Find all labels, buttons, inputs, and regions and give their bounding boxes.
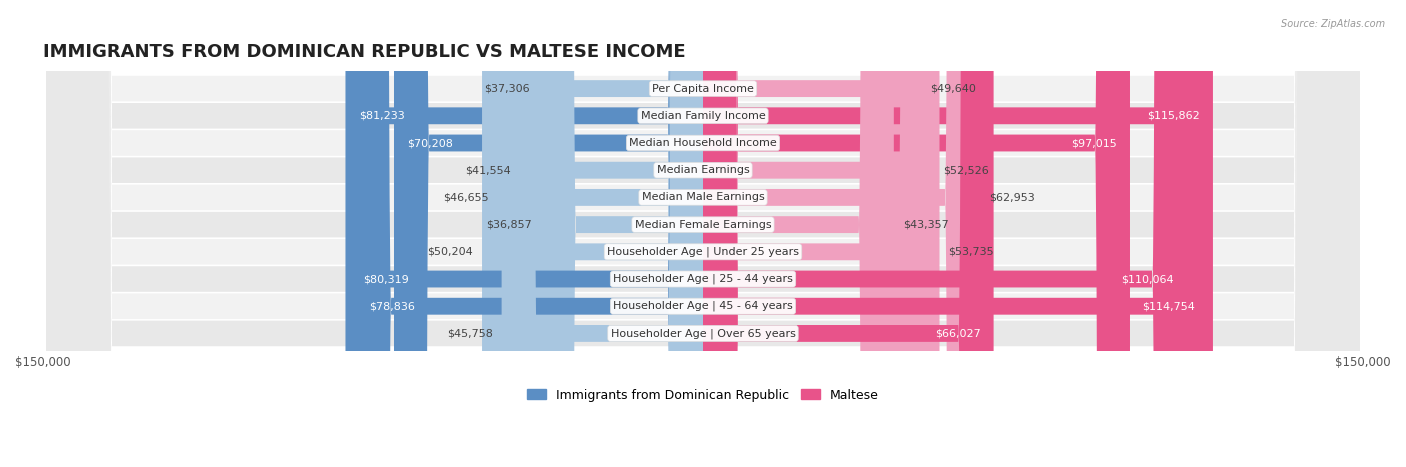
FancyBboxPatch shape: [538, 0, 703, 467]
Text: Householder Age | 45 - 64 years: Householder Age | 45 - 64 years: [613, 301, 793, 311]
FancyBboxPatch shape: [541, 0, 703, 467]
Text: $41,554: $41,554: [465, 165, 512, 175]
Text: Per Capita Income: Per Capita Income: [652, 84, 754, 93]
Text: $81,233: $81,233: [359, 111, 405, 121]
FancyBboxPatch shape: [46, 0, 1360, 467]
FancyBboxPatch shape: [703, 0, 939, 467]
FancyBboxPatch shape: [46, 0, 1360, 467]
FancyBboxPatch shape: [46, 0, 1360, 467]
Text: Householder Age | 25 - 44 years: Householder Age | 25 - 44 years: [613, 274, 793, 284]
Text: $78,836: $78,836: [370, 301, 415, 311]
Text: $80,319: $80,319: [363, 274, 409, 284]
FancyBboxPatch shape: [346, 0, 703, 467]
FancyBboxPatch shape: [356, 0, 703, 467]
FancyBboxPatch shape: [46, 0, 1360, 467]
Text: $53,735: $53,735: [948, 247, 994, 257]
Text: $45,758: $45,758: [447, 328, 494, 339]
Text: IMMIGRANTS FROM DOMINICAN REPUBLIC VS MALTESE INCOME: IMMIGRANTS FROM DOMINICAN REPUBLIC VS MA…: [42, 43, 686, 61]
Text: Median Household Income: Median Household Income: [628, 138, 778, 148]
FancyBboxPatch shape: [703, 0, 994, 467]
FancyBboxPatch shape: [703, 0, 921, 467]
Text: $62,953: $62,953: [988, 192, 1035, 202]
Text: Median Male Earnings: Median Male Earnings: [641, 192, 765, 202]
Text: $52,526: $52,526: [943, 165, 988, 175]
Text: $43,357: $43,357: [903, 219, 949, 230]
Text: Median Earnings: Median Earnings: [657, 165, 749, 175]
FancyBboxPatch shape: [703, 0, 1188, 467]
Text: $49,640: $49,640: [931, 84, 976, 93]
FancyBboxPatch shape: [703, 0, 1130, 467]
FancyBboxPatch shape: [520, 0, 703, 467]
Text: $114,754: $114,754: [1142, 301, 1195, 311]
FancyBboxPatch shape: [703, 0, 934, 467]
FancyBboxPatch shape: [46, 0, 1360, 467]
FancyBboxPatch shape: [502, 0, 703, 467]
Text: $97,015: $97,015: [1071, 138, 1116, 148]
Text: $37,306: $37,306: [485, 84, 530, 93]
Legend: Immigrants from Dominican Republic, Maltese: Immigrants from Dominican Republic, Malt…: [522, 383, 884, 406]
Text: $66,027: $66,027: [935, 328, 980, 339]
Text: Householder Age | Over 65 years: Householder Age | Over 65 years: [610, 328, 796, 339]
FancyBboxPatch shape: [703, 0, 894, 467]
Text: Median Female Earnings: Median Female Earnings: [634, 219, 772, 230]
FancyBboxPatch shape: [46, 0, 1360, 467]
FancyBboxPatch shape: [498, 0, 703, 467]
FancyBboxPatch shape: [703, 0, 1208, 467]
Text: $110,064: $110,064: [1122, 274, 1174, 284]
Text: $70,208: $70,208: [408, 138, 453, 148]
FancyBboxPatch shape: [394, 0, 703, 467]
Text: $50,204: $50,204: [427, 247, 474, 257]
FancyBboxPatch shape: [703, 0, 980, 467]
Text: $36,857: $36,857: [486, 219, 531, 230]
Text: Householder Age | Under 25 years: Householder Age | Under 25 years: [607, 247, 799, 257]
FancyBboxPatch shape: [703, 0, 1213, 467]
Text: Source: ZipAtlas.com: Source: ZipAtlas.com: [1281, 19, 1385, 28]
Text: Median Family Income: Median Family Income: [641, 111, 765, 121]
FancyBboxPatch shape: [350, 0, 703, 467]
FancyBboxPatch shape: [482, 0, 703, 467]
FancyBboxPatch shape: [46, 0, 1360, 467]
FancyBboxPatch shape: [46, 0, 1360, 467]
FancyBboxPatch shape: [46, 0, 1360, 467]
FancyBboxPatch shape: [46, 0, 1360, 467]
Text: $115,862: $115,862: [1147, 111, 1199, 121]
Text: $46,655: $46,655: [443, 192, 489, 202]
